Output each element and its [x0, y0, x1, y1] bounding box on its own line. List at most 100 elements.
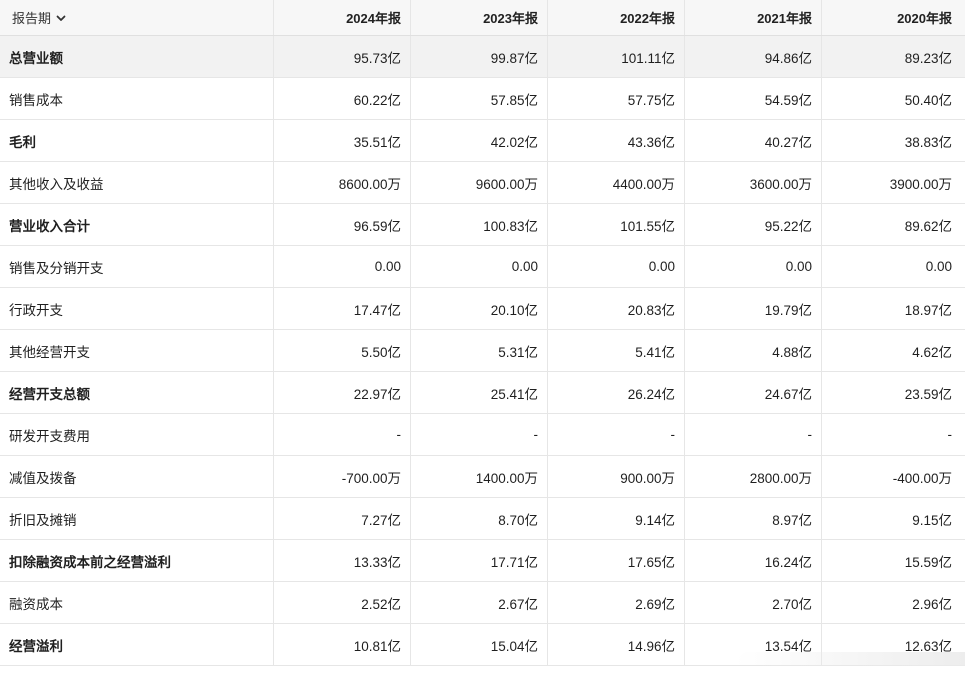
value-cell: 25.41亿: [411, 372, 548, 413]
value-cell: -: [274, 414, 411, 455]
value-cell: 3600.00万: [685, 162, 822, 203]
table-row: 其他收入及收益 8600.00万 9600.00万 4400.00万 3600.00万 3…: [0, 162, 965, 204]
table-row: 扣除融资成本前之经营溢利 13.33亿 17.71亿 17.65亿 16.24亿 15.5…: [0, 540, 965, 582]
value-cell: 96.59亿: [274, 204, 411, 245]
value-cell: 0.00: [411, 246, 548, 287]
value-cell: -: [548, 414, 685, 455]
row-label: 销售及分销开支: [0, 246, 274, 287]
value-cell: 2.52亿: [274, 582, 411, 623]
value-cell: 99.87亿: [411, 36, 548, 77]
value-cell: 3900.00万: [889, 176, 952, 192]
value-cell: 2800.00万: [685, 456, 822, 497]
table-row: 总营业额 95.73亿 99.87亿 101.11亿 94.86亿 89.23亿: [0, 36, 965, 78]
value-cell: 89.23亿: [904, 50, 952, 66]
value-cell: 2.67亿: [411, 582, 548, 623]
value-cell: 35.51亿: [274, 120, 411, 161]
value-cell: 23.59亿: [904, 386, 952, 402]
value-cell: 0.00: [548, 246, 685, 287]
column-header-2022[interactable]: 2022年报: [548, 0, 685, 35]
period-selector[interactable]: 报告期: [0, 0, 274, 35]
value-cell: 54.59亿: [685, 78, 822, 119]
value-cell: 20.10亿: [411, 288, 548, 329]
row-label: 减值及拨备: [0, 456, 274, 497]
value-cell: 16.24亿: [685, 540, 822, 581]
value-cell: 17.71亿: [411, 540, 548, 581]
row-label: 经营开支总额: [0, 372, 274, 413]
value-cell: 18.97亿: [904, 302, 952, 318]
row-label: 毛利: [0, 120, 274, 161]
value-cell: 4400.00万: [548, 162, 685, 203]
value-cell: 0.00: [274, 246, 411, 287]
table-row: 毛利 35.51亿 42.02亿 43.36亿 40.27亿 38.83亿: [0, 120, 965, 162]
value-cell: 2.96亿: [912, 596, 952, 612]
value-cell: -700.00万: [274, 456, 411, 497]
value-cell: 60.22亿: [274, 78, 411, 119]
column-header-2023[interactable]: 2023年报: [411, 0, 548, 35]
value-cell: 13.33亿: [274, 540, 411, 581]
value-cell: 57.75亿: [548, 78, 685, 119]
row-label: 融资成本: [0, 582, 274, 623]
table-row: 销售及分销开支 0.00 0.00 0.00 0.00 0.00: [0, 246, 965, 288]
value-cell: -: [411, 414, 548, 455]
value-cell: 89.62亿: [904, 218, 952, 234]
value-cell: 22.97亿: [274, 372, 411, 413]
period-selector-label: 报告期: [12, 11, 52, 26]
value-cell: 0.00: [685, 246, 822, 287]
column-header-2020[interactable]: 2020年报: [897, 11, 952, 26]
chevron-down-icon: [56, 15, 66, 21]
table-row: 营业收入合计 96.59亿 100.83亿 101.55亿 95.22亿 89.62亿: [0, 204, 965, 246]
table-row: 其他经营开支 5.50亿 5.31亿 5.41亿 4.88亿 4.62亿: [0, 330, 965, 372]
value-cell: 42.02亿: [411, 120, 548, 161]
value-cell: 4.62亿: [912, 344, 952, 360]
value-cell: 24.67亿: [685, 372, 822, 413]
value-cell: 101.11亿: [548, 36, 685, 77]
value-cell: 9.14亿: [548, 498, 685, 539]
row-label: 营业收入合计: [0, 204, 274, 245]
table-row: 销售成本 60.22亿 57.85亿 57.75亿 54.59亿 50.40亿: [0, 78, 965, 120]
row-label: 总营业额: [0, 36, 274, 77]
table-header-row: 报告期 2024年报 2023年报 2022年报 2021年报 2020年报: [0, 0, 965, 36]
value-cell: 5.50亿: [274, 330, 411, 371]
value-cell: 95.73亿: [274, 36, 411, 77]
value-cell: 7.27亿: [274, 498, 411, 539]
value-cell: 900.00万: [548, 456, 685, 497]
value-cell: 8600.00万: [274, 162, 411, 203]
value-cell: 20.83亿: [548, 288, 685, 329]
value-cell: 50.40亿: [904, 92, 952, 108]
value-cell: 0.00: [925, 259, 952, 274]
value-cell: 40.27亿: [685, 120, 822, 161]
row-label: 扣除融资成本前之经营溢利: [0, 540, 274, 581]
value-cell: 5.41亿: [548, 330, 685, 371]
column-header-2024[interactable]: 2024年报: [274, 0, 411, 35]
value-cell: 94.86亿: [685, 36, 822, 77]
scroll-edge-shadow: [735, 652, 965, 666]
value-cell: 4.88亿: [685, 330, 822, 371]
value-cell: 14.96亿: [548, 624, 685, 665]
table-body: 总营业额 95.73亿 99.87亿 101.11亿 94.86亿 89.23亿 销售成本 6…: [0, 36, 965, 666]
row-label: 经营溢利: [0, 624, 274, 665]
table-row: 行政开支 17.47亿 20.10亿 20.83亿 19.79亿 18.97亿: [0, 288, 965, 330]
value-cell: 2.69亿: [548, 582, 685, 623]
table-row: 减值及拨备 -700.00万 1400.00万 900.00万 2800.00万 -400…: [0, 456, 965, 498]
value-cell: 15.59亿: [904, 554, 952, 570]
value-cell: 101.55亿: [548, 204, 685, 245]
value-cell: 57.85亿: [411, 78, 548, 119]
value-cell: 95.22亿: [685, 204, 822, 245]
value-cell: 17.65亿: [548, 540, 685, 581]
table-row: 经营溢利 10.81亿 15.04亿 14.96亿 13.54亿 12.63亿: [0, 624, 965, 666]
value-cell: -: [947, 427, 953, 442]
row-label: 其他经营开支: [0, 330, 274, 371]
table-row: 研发开支费用 - - - - -: [0, 414, 965, 456]
value-cell: 5.31亿: [411, 330, 548, 371]
value-cell: 9600.00万: [411, 162, 548, 203]
row-label: 折旧及摊销: [0, 498, 274, 539]
column-header-2021[interactable]: 2021年报: [685, 0, 822, 35]
value-cell: 43.36亿: [548, 120, 685, 161]
row-label: 其他收入及收益: [0, 162, 274, 203]
table-row: 折旧及摊销 7.27亿 8.70亿 9.14亿 8.97亿 9.15亿: [0, 498, 965, 540]
value-cell: 26.24亿: [548, 372, 685, 413]
value-cell: 13.54亿: [685, 624, 822, 665]
row-label: 行政开支: [0, 288, 274, 329]
value-cell: 1400.00万: [411, 456, 548, 497]
